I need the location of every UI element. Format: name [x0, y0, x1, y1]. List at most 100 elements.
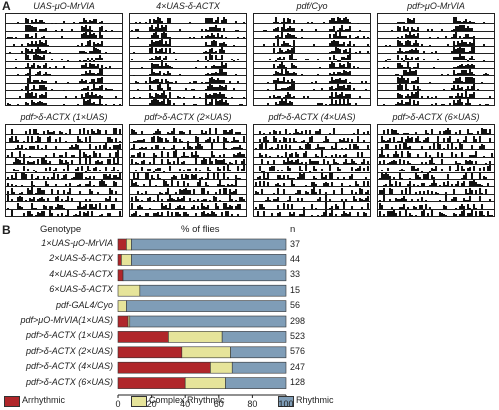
activity-bar: [329, 57, 331, 61]
activity-bar: [137, 81, 139, 83]
genotype-label: 1×UAS-μO-MrVIA: [41, 238, 113, 248]
activity-bar: [167, 37, 169, 39]
activity-bar: [219, 42, 221, 46]
activity-bar: [183, 178, 185, 179]
activity-bar: [449, 103, 451, 105]
activity-bar: [7, 103, 9, 105]
activity-bar: [265, 136, 267, 142]
activity-bar: [461, 40, 463, 46]
activity-bar: [233, 191, 235, 194]
activity-bar: [157, 35, 159, 39]
activity-bar: [459, 47, 461, 54]
activity-bar: [225, 37, 227, 39]
activity-bar: [465, 19, 467, 24]
activity-bar: [469, 42, 471, 46]
activity-bar: [223, 28, 225, 31]
activity-bar: [489, 165, 491, 172]
activity-bar: [489, 199, 491, 202]
activity-bar: [409, 163, 411, 165]
activity-bar: [183, 132, 185, 135]
activity-bar: [315, 29, 317, 31]
activity-bar: [85, 51, 87, 54]
activity-bar: [279, 37, 281, 39]
activity-bar: [273, 192, 275, 194]
activity-bar: [7, 154, 9, 157]
activity-bar: [155, 79, 157, 83]
activity-bar: [445, 214, 447, 216]
activity-bar: [161, 79, 163, 83]
activity-bar: [27, 63, 29, 68]
actogram-baseline: [254, 208, 370, 210]
activity-bar: [231, 129, 233, 135]
activity-bar: [203, 157, 205, 165]
activity-bar: [137, 162, 139, 165]
activity-bar: [349, 184, 351, 187]
activity-bar: [229, 204, 231, 209]
activity-bar: [301, 140, 303, 142]
activity-bar: [255, 182, 257, 187]
activity-bar: [95, 35, 97, 39]
activity-bar: [183, 189, 185, 194]
activity-bar: [177, 205, 179, 209]
activity-bar: [483, 214, 485, 216]
activity-bar: [97, 73, 99, 76]
activity-bar: [87, 21, 89, 24]
activity-bar: [65, 160, 67, 165]
activity-bar: [407, 77, 409, 83]
activity-bar: [367, 196, 369, 202]
activity-bar: [453, 85, 455, 91]
activity-bar: [29, 162, 31, 165]
activity-bar: [479, 104, 481, 105]
activity-bar: [439, 212, 441, 216]
activity-bar: [211, 65, 213, 68]
activity-bar: [237, 153, 239, 157]
activity-bar: [395, 213, 397, 216]
activity-bar: [445, 36, 447, 39]
activity-bar: [301, 162, 303, 165]
activity-bar: [195, 168, 197, 172]
activity-bar: [63, 175, 65, 179]
activity-bar: [93, 42, 95, 46]
activity-bar: [457, 99, 459, 105]
activity-bar: [467, 192, 469, 194]
activity-bar: [403, 44, 405, 46]
activity-bar: [277, 204, 279, 209]
activity-bar: [331, 40, 333, 46]
activity-bar: [413, 33, 415, 39]
activity-bar: [169, 133, 171, 135]
activity-bar: [259, 130, 261, 135]
activity-bar: [215, 51, 217, 54]
activity-bar: [71, 29, 73, 31]
activity-bar: [77, 136, 79, 142]
actogram-title: pdf>δ-ACTX (2×UAS): [144, 112, 232, 122]
activity-bar: [55, 138, 57, 142]
actogram-baseline: [254, 90, 370, 92]
activity-bar: [91, 190, 93, 194]
activity-bar: [285, 128, 287, 135]
activity-bar: [223, 41, 225, 46]
activity-bar: [277, 26, 279, 31]
activity-bar: [311, 81, 313, 83]
activity-bar: [33, 85, 35, 91]
activity-bar: [169, 202, 171, 209]
activity-bar: [289, 153, 291, 157]
activity-bar: [53, 172, 55, 179]
activity-bar: [45, 87, 47, 91]
activity-bar: [301, 214, 303, 216]
activity-bar: [13, 148, 15, 150]
activity-bar: [331, 99, 333, 105]
activity-bar: [37, 199, 39, 202]
activity-bar: [403, 69, 405, 76]
activity-bar: [263, 170, 265, 172]
activity-bar: [63, 104, 65, 105]
activity-bar: [337, 36, 339, 39]
activity-bar: [189, 21, 191, 24]
activity-bar: [309, 144, 311, 150]
activity-bar: [65, 140, 67, 142]
activity-bar: [179, 188, 181, 194]
activity-bar: [215, 86, 217, 91]
activity-bar: [237, 165, 239, 172]
activity-bar: [157, 56, 159, 61]
activity-bar: [59, 136, 61, 142]
activity-bar: [337, 40, 339, 46]
